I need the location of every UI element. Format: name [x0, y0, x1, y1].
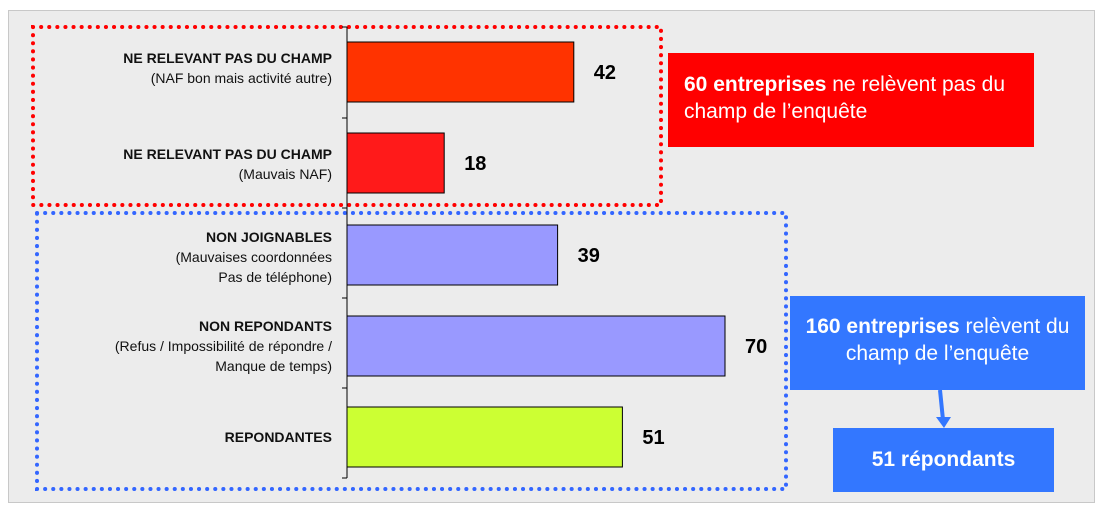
category-label-sub: Manque de temps)	[215, 358, 332, 374]
category-label-2: NON JOIGNABLES (Mauvaises coordonnées Pa…	[2, 227, 332, 287]
category-label-sub: (NAF bon mais activité autre)	[150, 70, 332, 86]
category-label-sub: (Refus / Impossibilité de répondre /	[114, 338, 332, 354]
category-label-3: NON REPONDANTS (Refus / Impossibilité de…	[2, 316, 332, 376]
category-label-0: NE RELEVANT PAS DU CHAMP (NAF bon mais a…	[2, 48, 332, 88]
callout-text: ne relèvent pas du champ de l’enquête	[684, 73, 1006, 123]
callout-bold: 160 entreprises	[805, 315, 960, 338]
callout-in-scope: 160 entreprises relèvent du champ de l’e…	[790, 296, 1085, 390]
callout-out-of-scope: 60 entreprises ne relèvent pas du champ …	[668, 53, 1034, 147]
data-label-2: 39	[578, 245, 600, 267]
bar-2	[346, 224, 559, 286]
category-label-sub: (Mauvaises coordonnées	[175, 249, 332, 265]
data-label-0: 42	[594, 62, 616, 84]
data-label-4: 51	[642, 427, 664, 449]
bar-1	[346, 132, 445, 194]
category-label-main: REPONDANTES	[224, 429, 332, 445]
category-label-4: REPONDANTES	[2, 427, 332, 447]
category-label-1: NE RELEVANT PAS DU CHAMP (Mauvais NAF)	[2, 144, 332, 184]
callout-respondents: 51 répondants	[833, 428, 1054, 492]
data-label-3: 70	[745, 336, 767, 358]
bar-0	[346, 41, 575, 103]
data-label-1: 18	[464, 153, 486, 175]
category-label-main: NON REPONDANTS	[198, 318, 332, 334]
group-box-1	[35, 211, 788, 491]
category-label-main: NON JOIGNABLES	[205, 229, 332, 245]
connector-arrow-head	[936, 417, 951, 428]
bar-3	[346, 315, 726, 377]
callout-text: relèvent du champ de l’enquête	[845, 315, 1070, 365]
category-label-sub: (Mauvais NAF)	[238, 166, 332, 182]
bar-4	[346, 406, 623, 468]
callout-bold: 51 répondants	[871, 448, 1016, 471]
category-label-main: NE RELEVANT PAS DU CHAMP	[123, 146, 332, 162]
category-label-sub: Pas de téléphone)	[218, 269, 332, 285]
connector-arrow-line	[938, 389, 945, 421]
category-label-main: NE RELEVANT PAS DU CHAMP	[123, 50, 332, 66]
callout-bold: 60 entreprises	[684, 73, 827, 96]
